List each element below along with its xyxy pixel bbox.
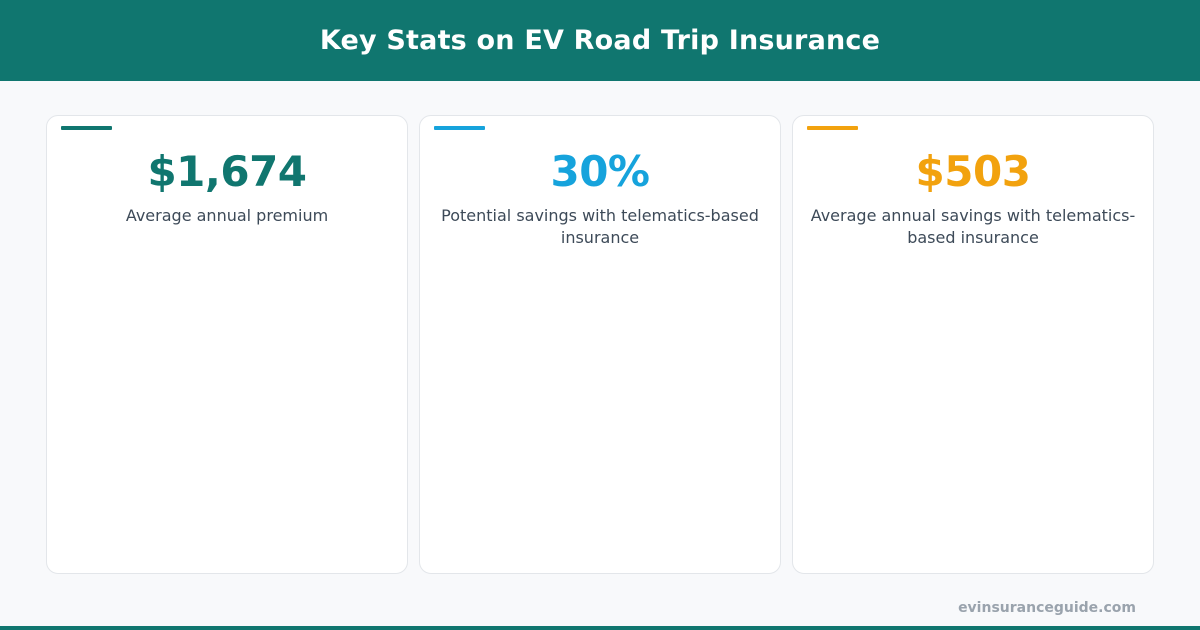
stat-label: Potential savings with telematics-based … bbox=[441, 206, 759, 247]
stat-value: $1,674 bbox=[147, 147, 307, 196]
footer-divider bbox=[0, 626, 1200, 630]
page-title: Key Stats on EV Road Trip Insurance bbox=[319, 25, 881, 56]
footer-brand-link[interactable]: evinsuranceguide.com bbox=[958, 600, 1136, 616]
accent-bar bbox=[434, 126, 485, 130]
stat-value: 30% bbox=[550, 147, 650, 196]
stat-card-annual-savings: $503 Average annual savings with telemat… bbox=[792, 115, 1154, 574]
stat-label: Average annual savings with telematics-b… bbox=[810, 206, 1136, 247]
accent-bar bbox=[61, 126, 112, 130]
accent-bar bbox=[807, 126, 858, 130]
header-banner: Key Stats on EV Road Trip Insurance bbox=[0, 0, 1200, 81]
stat-card-potential-savings: 30% Potential savings with telematics-ba… bbox=[419, 115, 781, 574]
stat-card-average-premium: $1,674 Average annual premium bbox=[46, 115, 408, 574]
stat-value: $503 bbox=[915, 147, 1031, 196]
stat-label: Average annual premium bbox=[125, 206, 329, 225]
